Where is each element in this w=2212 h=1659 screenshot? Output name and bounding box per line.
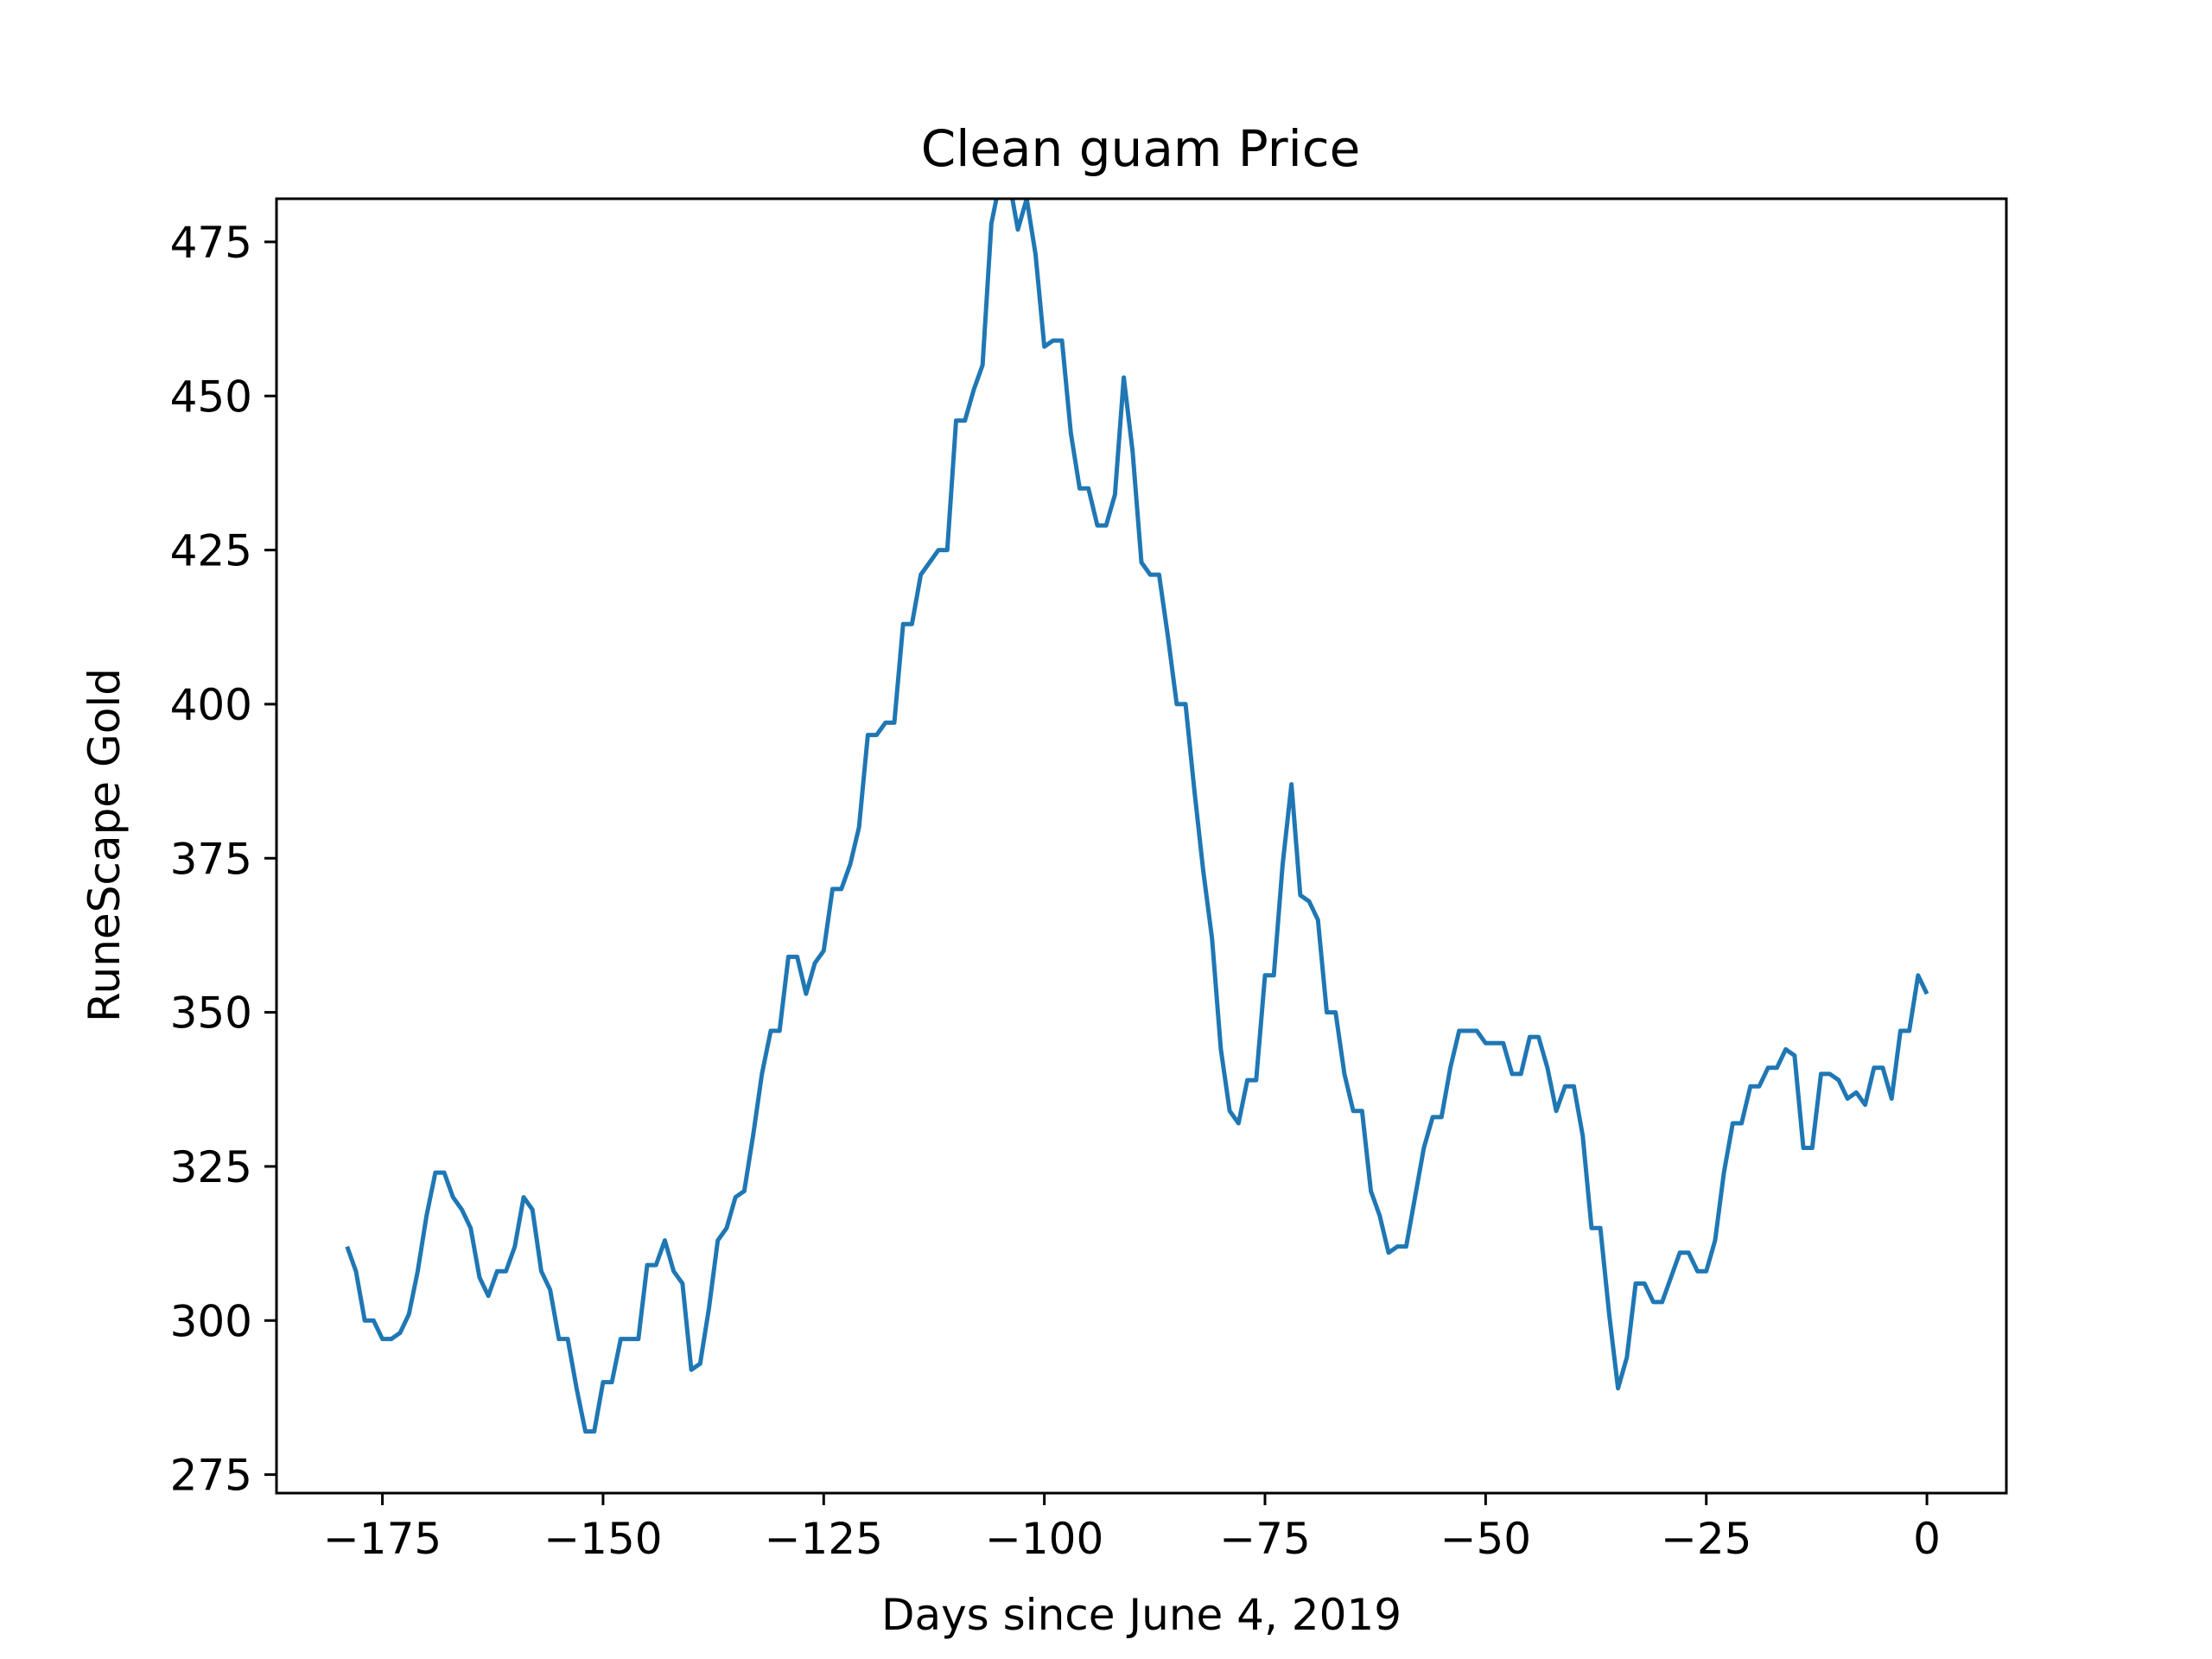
- y-tick-label: 425: [170, 526, 252, 576]
- x-tick-label: −150: [543, 1514, 662, 1564]
- plot-area: [275, 197, 2008, 1495]
- plot-frame: [275, 197, 2008, 1495]
- y-tick-label: 475: [170, 218, 252, 268]
- x-tick-label: −125: [765, 1514, 883, 1564]
- x-axis-label: Days since June 4, 2019: [881, 1590, 1402, 1640]
- price-series-line: [345, 199, 1929, 1434]
- x-tick-label: 0: [1913, 1514, 1941, 1564]
- x-tick-label: −175: [323, 1514, 442, 1564]
- x-tick-label: −100: [985, 1514, 1103, 1564]
- chart-title: Clean guam Price: [921, 119, 1361, 178]
- x-tick-label: −75: [1219, 1514, 1311, 1564]
- y-tick-label: 350: [170, 988, 252, 1039]
- y-tick-label: 300: [170, 1296, 252, 1346]
- x-tick-label: −25: [1661, 1514, 1752, 1564]
- y-axis-label: RuneScape Gold: [79, 668, 130, 1022]
- y-tick-label: 450: [170, 372, 252, 422]
- y-tick-label: 325: [170, 1142, 252, 1192]
- y-tick-label: 400: [170, 680, 252, 730]
- y-axis: 275 300 325 350 375 400 425 450 475: [170, 218, 276, 1501]
- y-tick-label: 275: [170, 1451, 252, 1501]
- x-axis: −175 −150 −125 −100 −75 −50 −25 0: [323, 1493, 1941, 1564]
- x-tick-label: −50: [1440, 1514, 1532, 1564]
- y-tick-label: 375: [170, 834, 252, 884]
